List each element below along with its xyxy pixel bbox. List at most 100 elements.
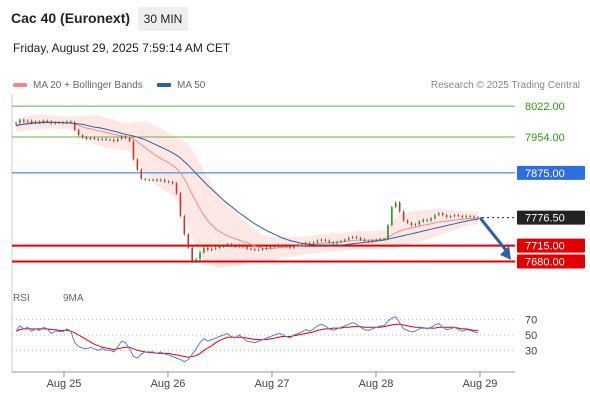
price-tag-label: 7680.00: [525, 256, 565, 268]
candle-body: [156, 179, 158, 181]
candle-body: [332, 242, 334, 244]
candle-body: [30, 120, 33, 123]
candle-body: [214, 247, 217, 249]
instrument-title: Cac 40 (Euronext): [11, 10, 131, 26]
candle-body: [160, 179, 162, 181]
legend-ma20: MA 20 + Bollinger Bands: [13, 80, 143, 91]
candle-body: [42, 120, 45, 123]
candle-body: [152, 179, 154, 181]
candle-body: [379, 238, 381, 240]
candle-body: [430, 218, 432, 221]
candle-body: [434, 215, 436, 219]
candle-body: [281, 245, 284, 247]
candle-body: [144, 178, 147, 180]
candle-body: [23, 119, 25, 122]
candle-body: [195, 259, 197, 262]
candle-body: [461, 216, 464, 218]
candle-body: [62, 122, 64, 124]
price-tag-bg: [517, 165, 585, 180]
candle-body: [230, 244, 233, 247]
candle-body: [316, 240, 319, 243]
candle-body: [210, 248, 213, 251]
legend-ma50: MA 50: [157, 80, 205, 91]
candle-body: [187, 234, 190, 248]
candle-body: [179, 193, 182, 217]
x-tick-label: Aug 28: [359, 378, 394, 390]
bollinger-band: [16, 114, 478, 268]
candle-body: [438, 213, 440, 216]
candle-body: [269, 246, 272, 248]
candle-body: [414, 224, 417, 226]
ma20-swatch: [13, 83, 27, 88]
candle-body: [257, 249, 260, 251]
candle-body: [336, 241, 338, 244]
chart-header: Cac 40 (Euronext) 30 MIN Friday, August …: [0, 0, 590, 55]
candle-body: [26, 120, 29, 122]
candle-body: [457, 215, 460, 217]
candle-body: [273, 246, 276, 248]
candle-body: [473, 216, 475, 218]
legend-9ma: 9MA: [63, 293, 84, 304]
candle-body: [89, 137, 92, 139]
candle-body: [422, 219, 424, 222]
rsi-label: RSI: [13, 293, 30, 304]
candle-body: [238, 245, 240, 247]
candle-body: [105, 138, 107, 140]
candle-body: [285, 245, 287, 247]
timeframe-badge[interactable]: 30 MIN: [138, 7, 188, 31]
ma9-label: 9MA: [63, 293, 84, 304]
candle-body: [324, 239, 327, 241]
candle-body: [113, 139, 115, 142]
candle-body: [93, 137, 96, 139]
candle-body: [167, 181, 170, 183]
candle-body: [124, 136, 127, 138]
price-tag-label: 7954.00: [525, 132, 565, 144]
candle-body: [375, 239, 378, 241]
candle-body: [477, 217, 479, 219]
candle-body: [312, 242, 315, 244]
candle-body: [418, 221, 421, 225]
rsi-line: [15, 315, 479, 363]
candle-body: [293, 246, 295, 248]
candle-body: [140, 169, 143, 179]
candle-body: [171, 182, 174, 184]
candle-body: [234, 246, 237, 248]
rsi-tick-label: 70: [525, 315, 537, 327]
candle-body: [410, 222, 413, 226]
candle-body: [132, 141, 135, 160]
candle-body: [398, 202, 401, 212]
candle-body: [120, 136, 123, 139]
candle-body: [328, 240, 331, 243]
candle-body: [441, 213, 444, 216]
candle-body: [38, 121, 41, 123]
candle-body: [128, 137, 131, 142]
candle-body: [148, 179, 150, 181]
candle-body: [391, 206, 393, 226]
candle-body: [469, 216, 471, 218]
candle-body: [254, 249, 256, 251]
candle-body: [58, 122, 60, 124]
candle-body: [19, 119, 21, 123]
candle-body: [340, 241, 342, 243]
candle-body: [308, 242, 311, 244]
candle-body: [301, 244, 303, 246]
candle-body: [226, 244, 229, 246]
candle-body: [347, 237, 350, 240]
price-tag-label: 7875.00: [525, 168, 565, 180]
rsi-tick-label: 50: [525, 330, 537, 342]
candle-body: [109, 139, 111, 141]
candle-body: [394, 202, 397, 207]
candle-body: [191, 247, 193, 262]
price-tag-label: 7776.50: [525, 213, 565, 225]
candle-body: [344, 239, 346, 242]
price-tag-label: 7715.00: [525, 241, 565, 253]
candle-body: [66, 121, 68, 123]
candle-body: [175, 183, 178, 194]
candle-body: [297, 245, 299, 247]
x-tick-label: Aug 26: [151, 378, 186, 390]
candle-body: [453, 215, 456, 217]
candle-body: [426, 219, 428, 221]
price-tag-bg: [517, 210, 585, 225]
candle-body: [81, 135, 84, 138]
forecast-arrow-head: [500, 245, 511, 260]
